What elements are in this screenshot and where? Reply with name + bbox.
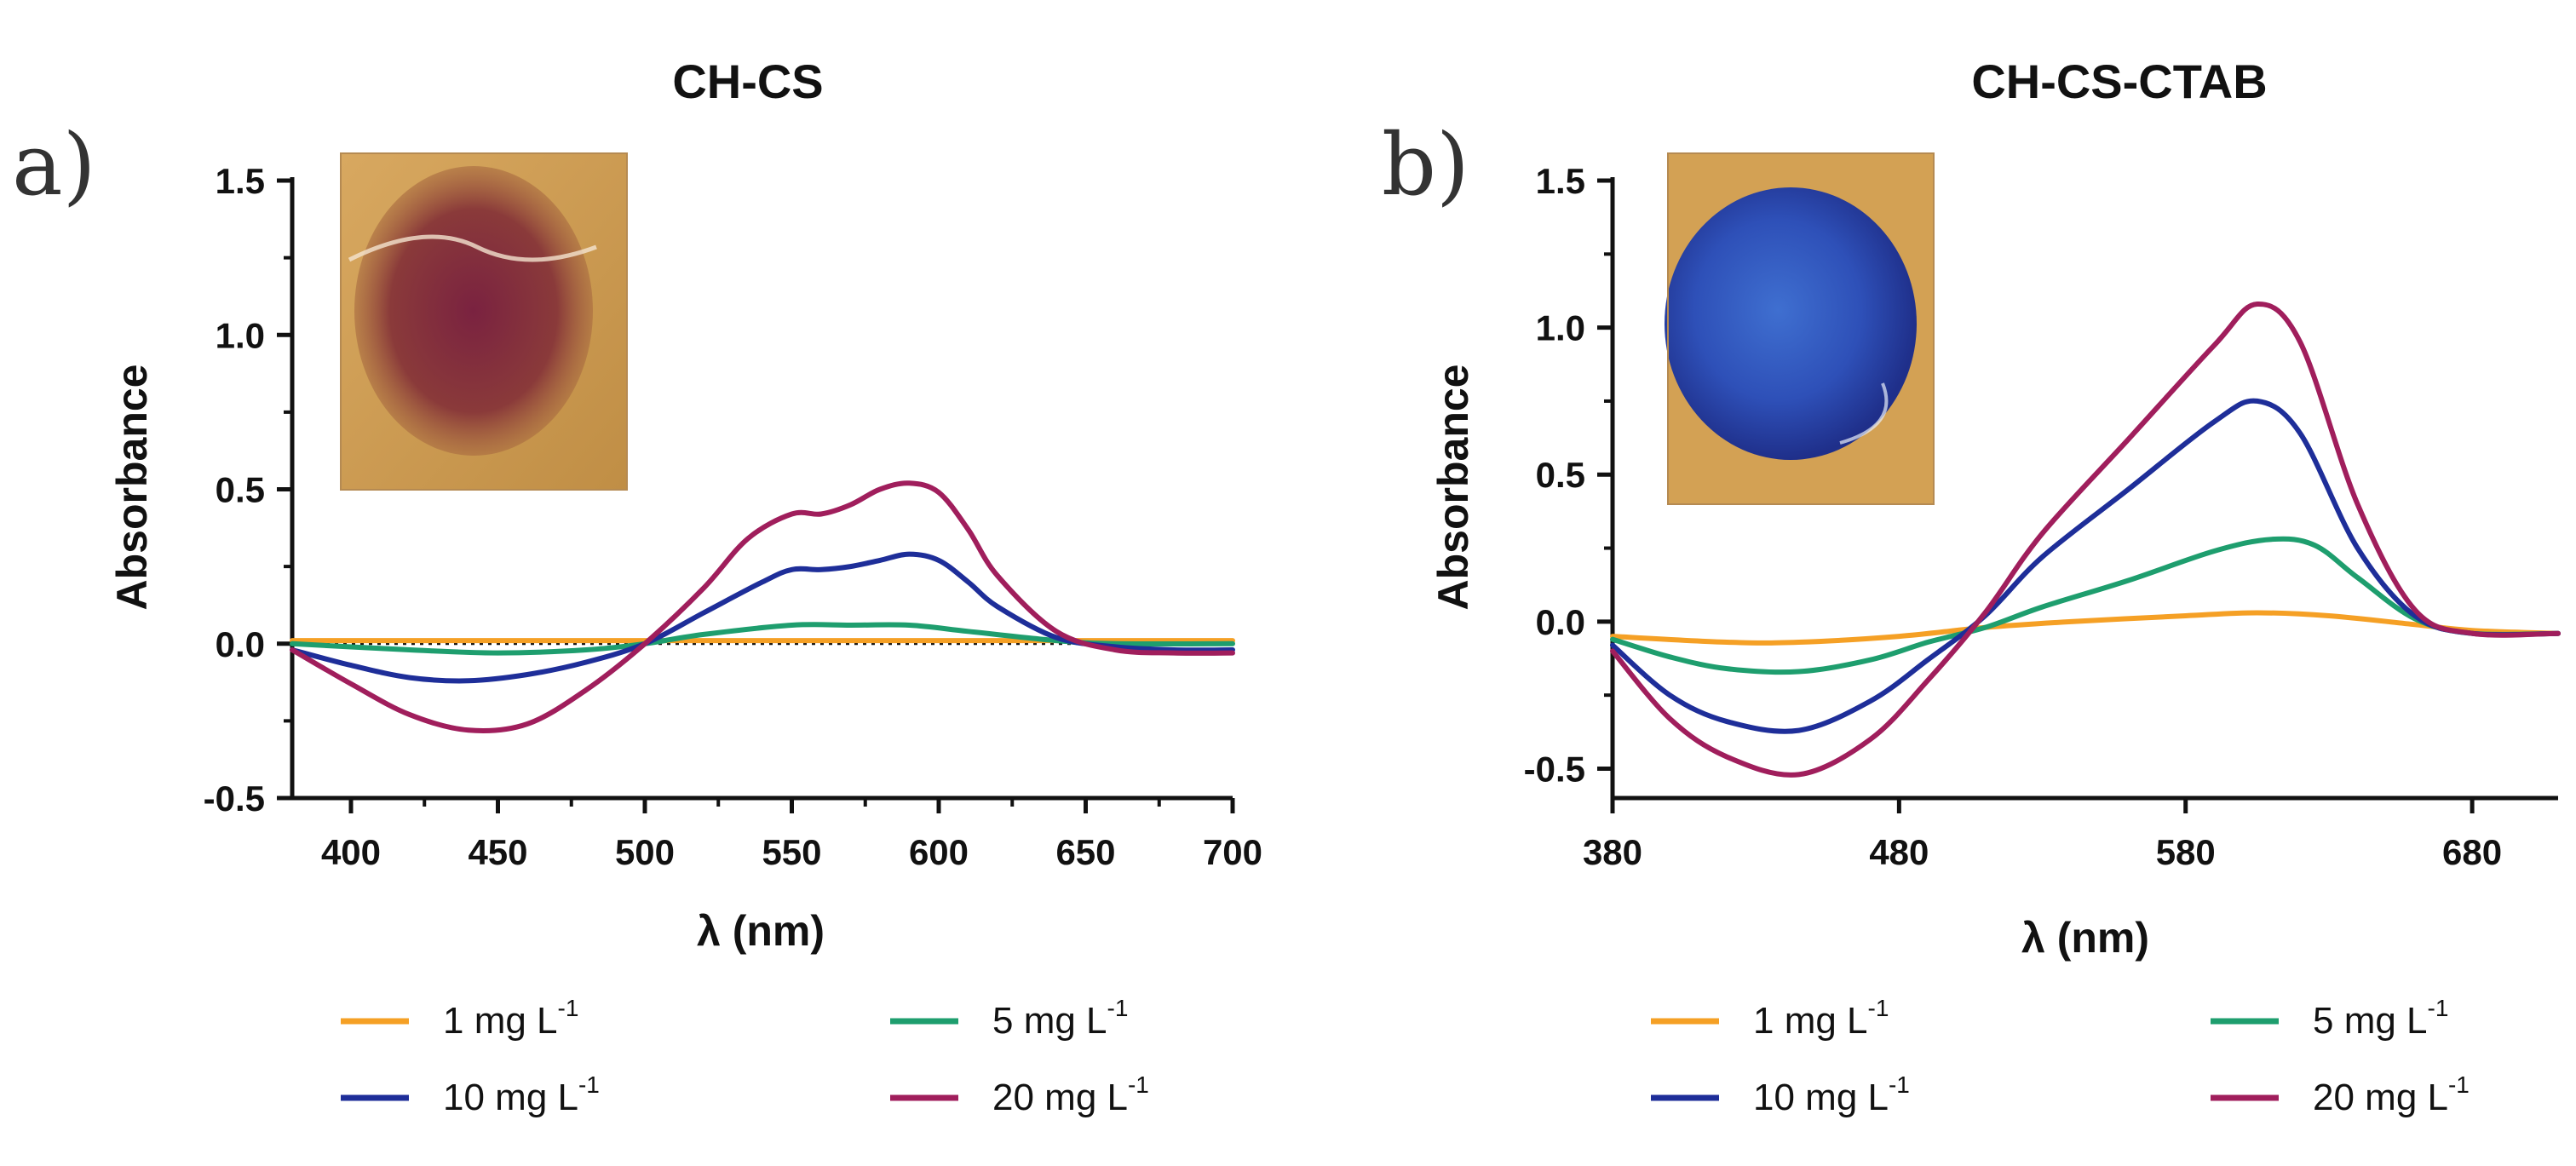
legend-item: 20 mg L-1	[890, 1071, 1149, 1118]
y-tick-label: 1.5	[1536, 161, 1585, 201]
plot-area-a	[290, 480, 1235, 734]
legend-label: 1 mg L-1	[443, 995, 578, 1042]
y-axis-label-a: Absorbance	[108, 365, 156, 611]
x-tick-label: 650	[1055, 832, 1115, 872]
legend-item: 10 mg L-1	[1651, 1071, 1910, 1118]
panel-a: a) CH-CS 400 450 500 550 600 650 700 -0.5 0.0 0.5…	[12, 55, 1262, 1118]
x-axis-label-b: λ (nm)	[2021, 914, 2149, 962]
legend-item: 5 mg L-1	[2211, 995, 2448, 1042]
series-line-10-mg-l	[1610, 398, 2561, 734]
legend-label: 20 mg L-1	[992, 1071, 1149, 1118]
legend-label: 10 mg L-1	[1753, 1071, 1910, 1118]
legend-label: 20 mg L-1	[2313, 1071, 2470, 1118]
legend-item: 20 mg L-1	[2211, 1071, 2470, 1118]
legend-b: 1 mg L-1 5 mg L-1 10 mg L-1 20 mg L-1	[1651, 995, 2470, 1118]
series-line-5-mg-l	[290, 622, 1235, 656]
panel-letter-b: b)	[1382, 115, 1469, 215]
x-tick-label: 480	[1869, 832, 1929, 872]
axes-a: 400 450 500 550 600 650 700 -0.5 0.0 0.5 1.0 1.5	[204, 161, 1262, 872]
x-axis-label-a: λ (nm)	[697, 907, 825, 955]
series-line-10-mg-l	[290, 551, 1235, 684]
legend-label-superscript: -1	[578, 1071, 600, 1098]
legend-item: 5 mg L-1	[890, 995, 1128, 1042]
inset-photo-b	[1665, 152, 1935, 505]
y-tick-label: 1.5	[216, 161, 265, 201]
y-axis-label-b: Absorbance	[1429, 365, 1477, 611]
y-tick-label: -0.5	[204, 778, 265, 818]
x-tick-label: 600	[909, 832, 969, 872]
legend-label: 1 mg L-1	[1753, 995, 1889, 1042]
x-tick-label: 580	[2156, 832, 2216, 872]
panel-letter-a: a)	[12, 115, 96, 215]
chart-title-a: CH-CS	[672, 55, 823, 108]
legend-label-superscript: -1	[558, 995, 579, 1021]
x-tick-label: 400	[321, 832, 381, 872]
legend-label-superscript: -1	[2448, 1071, 2470, 1098]
legend-label-superscript: -1	[1128, 1071, 1149, 1098]
y-tick-label: 0.5	[1536, 455, 1585, 495]
panel-b: b) CH-CS-CTAB 380 480 580 680 -0.5 0.0 0.5 1.0 1…	[1382, 55, 2561, 1118]
legend-label-superscript: -1	[2428, 995, 2449, 1021]
y-tick-label: 0.0	[216, 624, 265, 664]
x-tick-label: 500	[615, 832, 675, 872]
legend-a: 1 mg L-1 5 mg L-1 10 mg L-1 20 mg L-1	[341, 995, 1149, 1118]
legend-label-superscript: -1	[1868, 995, 1889, 1021]
axes-b: 380 480 580 680 -0.5 0.0 0.5 1.0 1.5	[1524, 161, 2558, 872]
y-tick-label: 1.0	[216, 315, 265, 355]
x-tick-label: 700	[1203, 832, 1262, 872]
x-tick-label: 680	[2442, 832, 2502, 872]
legend-label-superscript: -1	[1107, 995, 1129, 1021]
series-line-20-mg-l	[290, 480, 1235, 734]
x-tick-label: 450	[468, 832, 527, 872]
legend-item: 1 mg L-1	[341, 995, 578, 1042]
legend-label: 5 mg L-1	[2313, 995, 2448, 1042]
legend-item: 1 mg L-1	[1651, 995, 1889, 1042]
legend-item: 10 mg L-1	[341, 1071, 600, 1118]
legend-label-superscript: -1	[1889, 1071, 1910, 1098]
series-line-5-mg-l	[1610, 536, 2561, 675]
chart-title-b: CH-CS-CTAB	[1971, 55, 2267, 108]
series-line-1-mg-l	[1610, 610, 2561, 646]
plot-area-b	[1610, 301, 2561, 778]
x-tick-label: 380	[1583, 832, 1642, 872]
legend-label: 5 mg L-1	[992, 995, 1128, 1042]
x-tick-label: 550	[762, 832, 821, 872]
series-line-20-mg-l	[1610, 301, 2561, 778]
y-tick-label: 0.5	[216, 470, 265, 510]
y-tick-label: 0.0	[1536, 602, 1585, 642]
legend-label: 10 mg L-1	[443, 1071, 600, 1118]
y-tick-label: 1.0	[1536, 308, 1585, 348]
inset-photo-a	[340, 152, 628, 491]
y-tick-label: -0.5	[1524, 749, 1585, 789]
